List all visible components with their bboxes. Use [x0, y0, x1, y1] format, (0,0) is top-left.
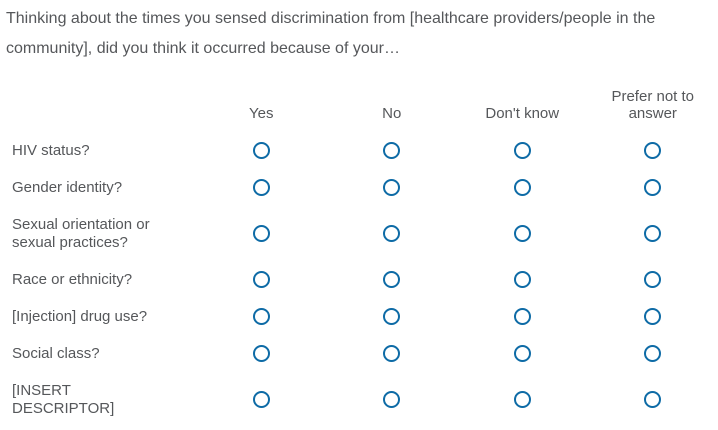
radio-cell [588, 335, 718, 372]
radio-sexual-orientation-or-sexual-practices-don-t-know[interactable] [513, 224, 531, 242]
header-spacer [6, 76, 196, 132]
radio-gender-identity-don-t-know[interactable] [513, 178, 531, 196]
radio-insert-descriptor-prefer-not-to-answer[interactable] [644, 390, 662, 408]
radio-social-class-no[interactable] [383, 344, 401, 362]
column-header-no: No [382, 105, 402, 122]
radio-cell [457, 335, 588, 372]
radio-race-or-ethnicity-yes[interactable] [252, 270, 270, 288]
row-label: Race or ethnicity? [12, 271, 133, 288]
radio-cell [196, 372, 327, 427]
radio-injection-drug-use-don-t-know[interactable] [513, 307, 531, 325]
radio-insert-descriptor-yes[interactable] [252, 390, 270, 408]
radio-cell [327, 261, 458, 298]
radio-cell [327, 298, 458, 335]
matrix-header-row: Yes No Don't know Prefer not to answer [6, 76, 718, 132]
radio-cell [457, 261, 588, 298]
radio-race-or-ethnicity-no[interactable] [383, 270, 401, 288]
radio-cell [457, 206, 588, 261]
row-label: HIV status? [12, 142, 90, 159]
matrix-row-sexual-orientation-or-sexual-practices: Sexual orientation or sexual practices? [6, 206, 718, 261]
column-header-yes: Yes [249, 105, 274, 122]
radio-gender-identity-yes[interactable] [252, 178, 270, 196]
row-label: [INSERT DESCRIPTOR] [12, 382, 115, 417]
radio-cell [327, 132, 458, 169]
radio-cell [588, 169, 718, 206]
radio-injection-drug-use-yes[interactable] [252, 307, 270, 325]
row-label: [Injection] drug use? [12, 308, 148, 325]
radio-cell [196, 169, 327, 206]
radio-race-or-ethnicity-don-t-know[interactable] [513, 270, 531, 288]
radio-cell [588, 298, 718, 335]
radio-cell [196, 132, 327, 169]
radio-cell [196, 206, 327, 261]
radio-cell [196, 335, 327, 372]
matrix-row-insert-descriptor: [INSERT DESCRIPTOR] [6, 372, 718, 427]
radio-social-class-don-t-know[interactable] [513, 344, 531, 362]
radio-social-class-yes[interactable] [252, 344, 270, 362]
radio-cell [588, 206, 718, 261]
matrix-body: HIV status? Gender identity? Sexual orient… [6, 132, 718, 427]
column-header-prefer-not-to-answer: Prefer not to answer [611, 88, 695, 122]
row-label: Gender identity? [12, 179, 123, 196]
radio-cell [457, 372, 588, 427]
radio-hiv-status-no[interactable] [383, 141, 401, 159]
question-text: Thinking about the times you sensed disc… [6, 10, 656, 57]
radio-cell [196, 261, 327, 298]
radio-insert-descriptor-no[interactable] [383, 390, 401, 408]
radio-cell [327, 372, 458, 427]
row-label: Sexual orientation or sexual practices? [12, 216, 150, 251]
radio-cell [588, 261, 718, 298]
radio-cell [327, 335, 458, 372]
radio-gender-identity-no[interactable] [383, 178, 401, 196]
radio-sexual-orientation-or-sexual-practices-no[interactable] [383, 224, 401, 242]
matrix-row-social-class: Social class? [6, 335, 718, 372]
radio-race-or-ethnicity-prefer-not-to-answer[interactable] [644, 270, 662, 288]
matrix-row-gender-identity: Gender identity? [6, 169, 718, 206]
matrix-row-hiv-status: HIV status? [6, 132, 718, 169]
radio-injection-drug-use-prefer-not-to-answer[interactable] [644, 307, 662, 325]
radio-cell [457, 132, 588, 169]
matrix-table: Yes No Don't know Prefer not to answer HIV … [6, 76, 718, 427]
matrix-row-race-or-ethnicity: Race or ethnicity? [6, 261, 718, 298]
radio-hiv-status-yes[interactable] [252, 141, 270, 159]
radio-cell [327, 169, 458, 206]
radio-cell [196, 298, 327, 335]
radio-sexual-orientation-or-sexual-practices-prefer-not-to-answer[interactable] [644, 224, 662, 242]
radio-social-class-prefer-not-to-answer[interactable] [644, 344, 662, 362]
radio-cell [457, 298, 588, 335]
radio-hiv-status-prefer-not-to-answer[interactable] [644, 141, 662, 159]
column-header-don-t-know: Don't know [485, 105, 560, 122]
radio-sexual-orientation-or-sexual-practices-yes[interactable] [252, 224, 270, 242]
radio-gender-identity-prefer-not-to-answer[interactable] [644, 178, 662, 196]
radio-cell [457, 169, 588, 206]
radio-cell [327, 206, 458, 261]
radio-hiv-status-don-t-know[interactable] [513, 141, 531, 159]
radio-injection-drug-use-no[interactable] [383, 307, 401, 325]
radio-cell [588, 372, 718, 427]
matrix-row-injection-drug-use: [Injection] drug use? [6, 298, 718, 335]
radio-insert-descriptor-don-t-know[interactable] [513, 390, 531, 408]
row-label: Social class? [12, 345, 100, 362]
radio-cell [588, 132, 718, 169]
